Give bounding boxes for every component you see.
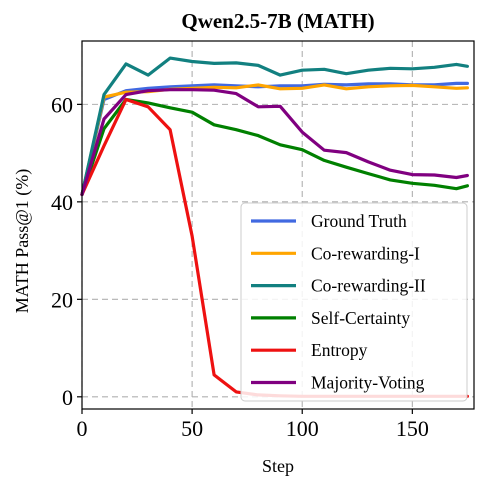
- legend-box: [240, 202, 468, 402]
- legend: Ground Truth Co-rewarding-I Co-rewarding-I…: [240, 202, 468, 402]
- x-tick-label: 150: [396, 416, 429, 441]
- series-line-majority-voting: [80, 88, 469, 197]
- axis-ticks: 0 50 100 150 0 20 40 60: [51, 92, 429, 441]
- x-tick-label: 0: [77, 416, 88, 441]
- y-tick-label: 0: [62, 385, 73, 410]
- legend-label-majority-voting: Majority-Voting: [311, 373, 425, 393]
- legend-label-self-certainty: Self-Certainty: [311, 308, 410, 328]
- legend-label-co-rewarding-ii: Co-rewarding-II: [311, 276, 426, 296]
- x-tick-label: 50: [181, 416, 203, 441]
- y-tick-label: 60: [51, 92, 73, 117]
- series-line-self-certainty: [80, 97, 469, 197]
- legend-label-ground-truth: Ground Truth: [311, 211, 407, 231]
- y-tick-label: 20: [51, 287, 73, 312]
- series-line-co-rewarding-ii: [80, 56, 469, 197]
- x-axis-label: Step: [262, 456, 294, 476]
- x-tick-label: 100: [286, 416, 319, 441]
- y-axis-label: MATH Pass@1 (%): [12, 169, 33, 314]
- legend-label-entropy: Entropy: [311, 340, 368, 360]
- chart-title: Qwen2.5-7B (MATH): [181, 9, 374, 33]
- plot-frame: [81, 40, 475, 410]
- legend-label-co-rewarding-i: Co-rewarding-I: [311, 243, 420, 263]
- y-tick-label: 40: [51, 190, 73, 215]
